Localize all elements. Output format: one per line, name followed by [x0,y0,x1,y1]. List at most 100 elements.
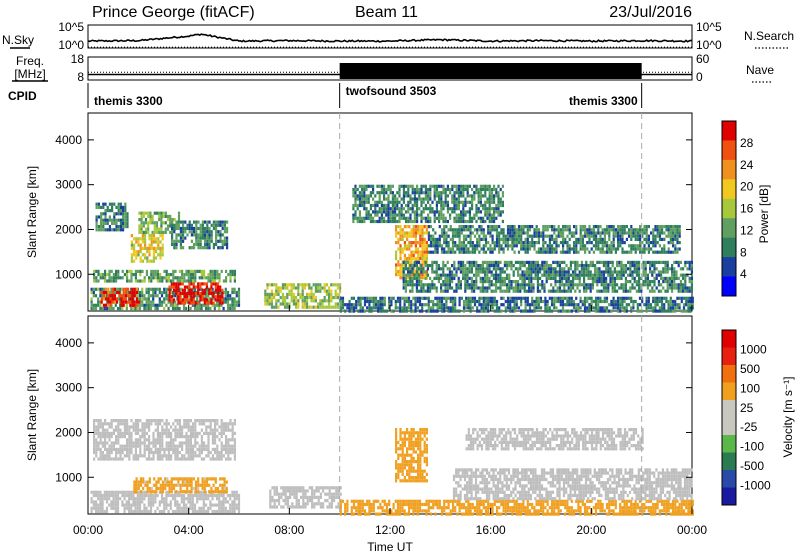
heat-cell [565,273,568,277]
heat-cell [446,194,449,198]
freq-unit: [MHz] [14,67,45,81]
heat-cell [404,283,407,287]
heat-cell [559,231,562,235]
heat-cell [134,500,137,504]
heat-cell [133,480,136,484]
heat-cell [149,211,152,215]
heat-cell [669,250,672,254]
heat-cell [396,219,399,224]
heat-cell [141,303,144,307]
heat-cell [462,276,465,280]
heat-cell [196,303,199,307]
heat-cell [142,224,145,228]
heat-cell [160,509,164,514]
heat-cell [365,187,368,192]
heat-cell [415,264,418,268]
heat-cell [178,493,181,498]
heat-cell [157,486,160,491]
heat-cell [407,273,410,277]
heat-cell [154,500,157,504]
heat-cell [216,298,220,302]
heat-cell [421,225,424,229]
heat-cell [414,244,417,248]
heat-cell [385,197,388,201]
heat-cell [647,234,650,238]
heat-cell [521,273,524,277]
heat-cell [491,228,494,232]
heat-cell [500,303,503,307]
heat-cell [377,306,380,310]
heat-cell [449,191,452,195]
heat-cell [616,296,620,300]
power-colorbar-frame [721,120,737,297]
heat-cell [189,273,192,277]
heat-cell [440,283,443,287]
heat-cell [579,241,582,245]
heat-cell [189,279,192,283]
heat-cell [499,270,502,274]
heat-cell [689,296,692,300]
heat-cell [662,286,665,290]
heat-cell [598,267,601,271]
heat-cell [632,306,635,310]
heat-cell [497,194,500,198]
heat-cell [420,197,423,201]
power-layer-region-7 [95,202,129,232]
heat-cell [328,289,331,293]
heat-cell [410,228,413,232]
heat-cell [138,493,142,498]
heat-cell [515,234,518,238]
heat-cell [517,237,521,241]
heat-cell [286,292,289,296]
heat-cell [558,276,561,280]
heat-cell [666,286,669,290]
heat-cell [591,286,594,290]
heat-cell [164,230,167,234]
heat-cell [576,260,579,264]
heat-cell [187,497,190,501]
heat-cell [466,184,469,188]
heat-cell [196,297,199,301]
heat-cell [438,219,441,224]
heat-cell [443,225,446,229]
heat-cell [374,203,377,208]
heat-cell [547,270,550,274]
heat-cell [631,283,634,287]
heat-cell [528,286,531,290]
heat-cell [563,260,566,264]
heat-cell [161,490,165,494]
heat-cell [221,298,224,302]
heat-cell [150,269,153,273]
heat-cell [436,247,439,251]
heat-cell [143,294,146,298]
heat-cell [460,216,463,220]
heat-cell [667,299,670,304]
heat-cell [480,296,483,300]
heat-cell [149,294,153,298]
heat-cell [221,291,224,296]
heat-cell [468,286,471,290]
heat-cell [628,231,631,235]
heat-cell [574,270,577,274]
heat-cell [614,250,617,254]
heat-cell [434,247,437,251]
heat-cell [462,207,465,211]
heat-cell [628,244,631,248]
heat-cell [608,303,611,307]
heat-cell [352,191,355,195]
heat-cell [157,477,160,481]
heat-cell [469,231,472,235]
heat-cell [621,241,624,245]
heat-cell [169,503,172,507]
heat-cell [462,260,465,264]
heat-cell [489,250,492,254]
heat-cell [160,497,164,501]
heat-cell [177,477,180,481]
heat-cell [133,250,136,254]
heat-cell [142,486,145,491]
heat-cell [488,219,491,224]
heat-cell [553,247,556,251]
heat-cell [493,213,496,217]
heat-cell [617,241,620,245]
heat-cell [555,250,558,254]
